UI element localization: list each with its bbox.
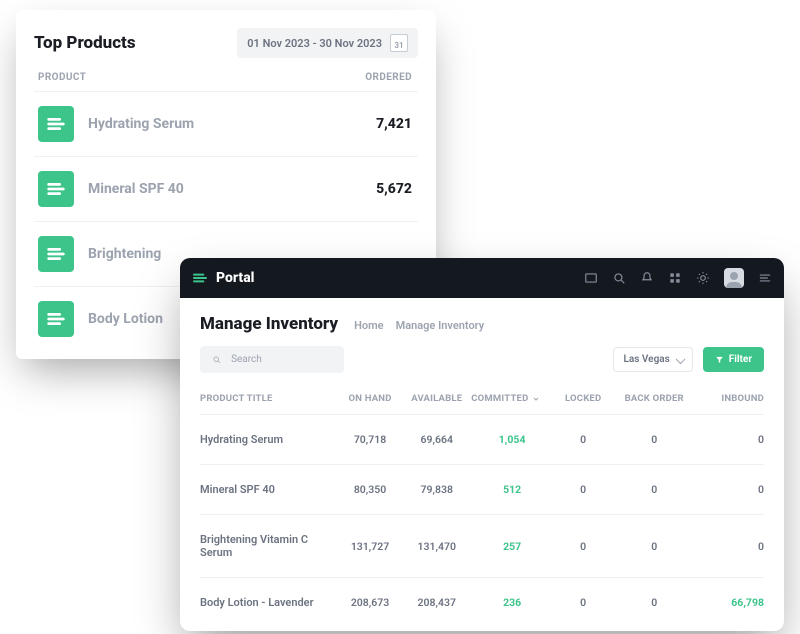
brand-logo-icon	[192, 270, 208, 286]
top-product-row[interactable]: Mineral SPF 40 5,672	[34, 156, 418, 221]
cell-product-title: Hydrating Serum	[200, 433, 338, 446]
sort-desc-icon	[532, 395, 540, 403]
cell-inbound: 0	[695, 540, 764, 553]
cell-on-hand: 80,350	[338, 483, 403, 496]
filter-icon	[715, 355, 724, 364]
product-icon	[45, 113, 67, 135]
cell-available: 79,838	[402, 483, 471, 496]
cell-on-hand: 131,727	[338, 540, 403, 553]
inventory-row[interactable]: Brightening Vitamin C Serum131,727131,47…	[200, 514, 764, 577]
portal-topbar: Portal	[180, 258, 784, 298]
calendar-icon	[390, 34, 408, 52]
product-ordered: 5,672	[376, 181, 412, 197]
cell-available: 131,470	[402, 540, 471, 553]
product-thumb	[38, 236, 74, 272]
product-thumb	[38, 106, 74, 142]
filter-button[interactable]: Filter	[703, 347, 764, 372]
inventory-header: PRODUCT TITLE ON HAND AVAILABLE COMMITTE…	[200, 383, 764, 414]
cell-inbound: 0	[695, 483, 764, 496]
col-product: PRODUCT	[38, 72, 86, 83]
search-input[interactable]	[229, 353, 332, 366]
menu-icon[interactable]	[758, 271, 772, 285]
product-icon	[45, 243, 67, 265]
cell-inbound: 0	[695, 433, 764, 446]
location-select[interactable]: Las Vegas	[613, 347, 693, 372]
product-thumb	[38, 171, 74, 207]
cell-committed: 512	[471, 483, 553, 496]
cell-on-hand: 208,673	[338, 596, 403, 609]
portal-brand[interactable]: Portal	[192, 270, 254, 286]
th-committed[interactable]: COMMITTED	[471, 393, 553, 404]
cell-locked: 0	[553, 596, 613, 609]
cell-back-order: 0	[613, 596, 695, 609]
grid-icon[interactable]	[668, 271, 682, 285]
cell-committed: 1,054	[471, 433, 553, 446]
filter-label: Filter	[729, 354, 752, 365]
window-icon[interactable]	[584, 271, 598, 285]
search-field-icon	[212, 354, 221, 365]
cell-locked: 0	[553, 433, 613, 446]
location-label: Las Vegas	[624, 354, 670, 365]
th-available[interactable]: AVAILABLE	[402, 393, 471, 404]
cell-available: 69,664	[402, 433, 471, 446]
date-range-picker[interactable]: 01 Nov 2023 - 30 Nov 2023	[237, 28, 418, 58]
cell-back-order: 0	[613, 483, 695, 496]
brand-label: Portal	[216, 270, 254, 286]
top-products-columns: PRODUCT ORDERED	[34, 72, 418, 83]
avatar[interactable]	[724, 268, 744, 288]
product-ordered: 7,421	[376, 116, 412, 132]
cell-product-title: Mineral SPF 40	[200, 483, 338, 496]
cell-on-hand: 70,718	[338, 433, 403, 446]
top-products-title: Top Products	[34, 33, 136, 53]
col-ordered: ORDERED	[365, 72, 412, 83]
cell-committed: 236	[471, 596, 553, 609]
search-input-wrap[interactable]	[200, 346, 344, 373]
bell-icon[interactable]	[640, 271, 654, 285]
page-title: Manage Inventory	[200, 314, 338, 334]
th-on-hand[interactable]: ON HAND	[338, 393, 403, 404]
theme-icon[interactable]	[696, 271, 710, 285]
th-inbound[interactable]: INBOUND	[695, 393, 764, 404]
inventory-row[interactable]: Body Lotion - Lavender208,673208,4372360…	[200, 577, 764, 627]
cell-inbound: 66,798	[695, 596, 764, 609]
th-locked[interactable]: LOCKED	[553, 393, 613, 404]
inventory-row[interactable]: Mineral SPF 4080,35079,838512000	[200, 464, 764, 514]
th-product-title: PRODUCT TITLE	[200, 393, 338, 404]
breadcrumb: Home Manage Inventory	[354, 319, 484, 332]
search-icon[interactable]	[612, 271, 626, 285]
cell-back-order: 0	[613, 433, 695, 446]
th-back-order[interactable]: BACK ORDER	[613, 393, 695, 404]
cell-available: 208,437	[402, 596, 471, 609]
cell-locked: 0	[553, 483, 613, 496]
cell-product-title: Body Lotion - Lavender	[200, 596, 338, 609]
cell-product-title: Brightening Vitamin C Serum	[200, 533, 338, 559]
cell-back-order: 0	[613, 540, 695, 553]
inventory-row[interactable]: Hydrating Serum70,71869,6641,054000	[200, 414, 764, 464]
product-thumb	[38, 301, 74, 337]
product-icon	[45, 308, 67, 330]
top-product-row[interactable]: Hydrating Serum 7,421	[34, 91, 418, 156]
date-range-label: 01 Nov 2023 - 30 Nov 2023	[247, 37, 382, 50]
cell-locked: 0	[553, 540, 613, 553]
product-icon	[45, 178, 67, 200]
breadcrumb-current: Manage Inventory	[396, 319, 485, 332]
product-name: Hydrating Serum	[88, 116, 362, 132]
cell-committed: 257	[471, 540, 553, 553]
breadcrumb-home[interactable]: Home	[354, 319, 384, 332]
product-name: Mineral SPF 40	[88, 181, 362, 197]
inventory-card: Portal Manage Inventory Home Manage Inve…	[180, 258, 784, 631]
